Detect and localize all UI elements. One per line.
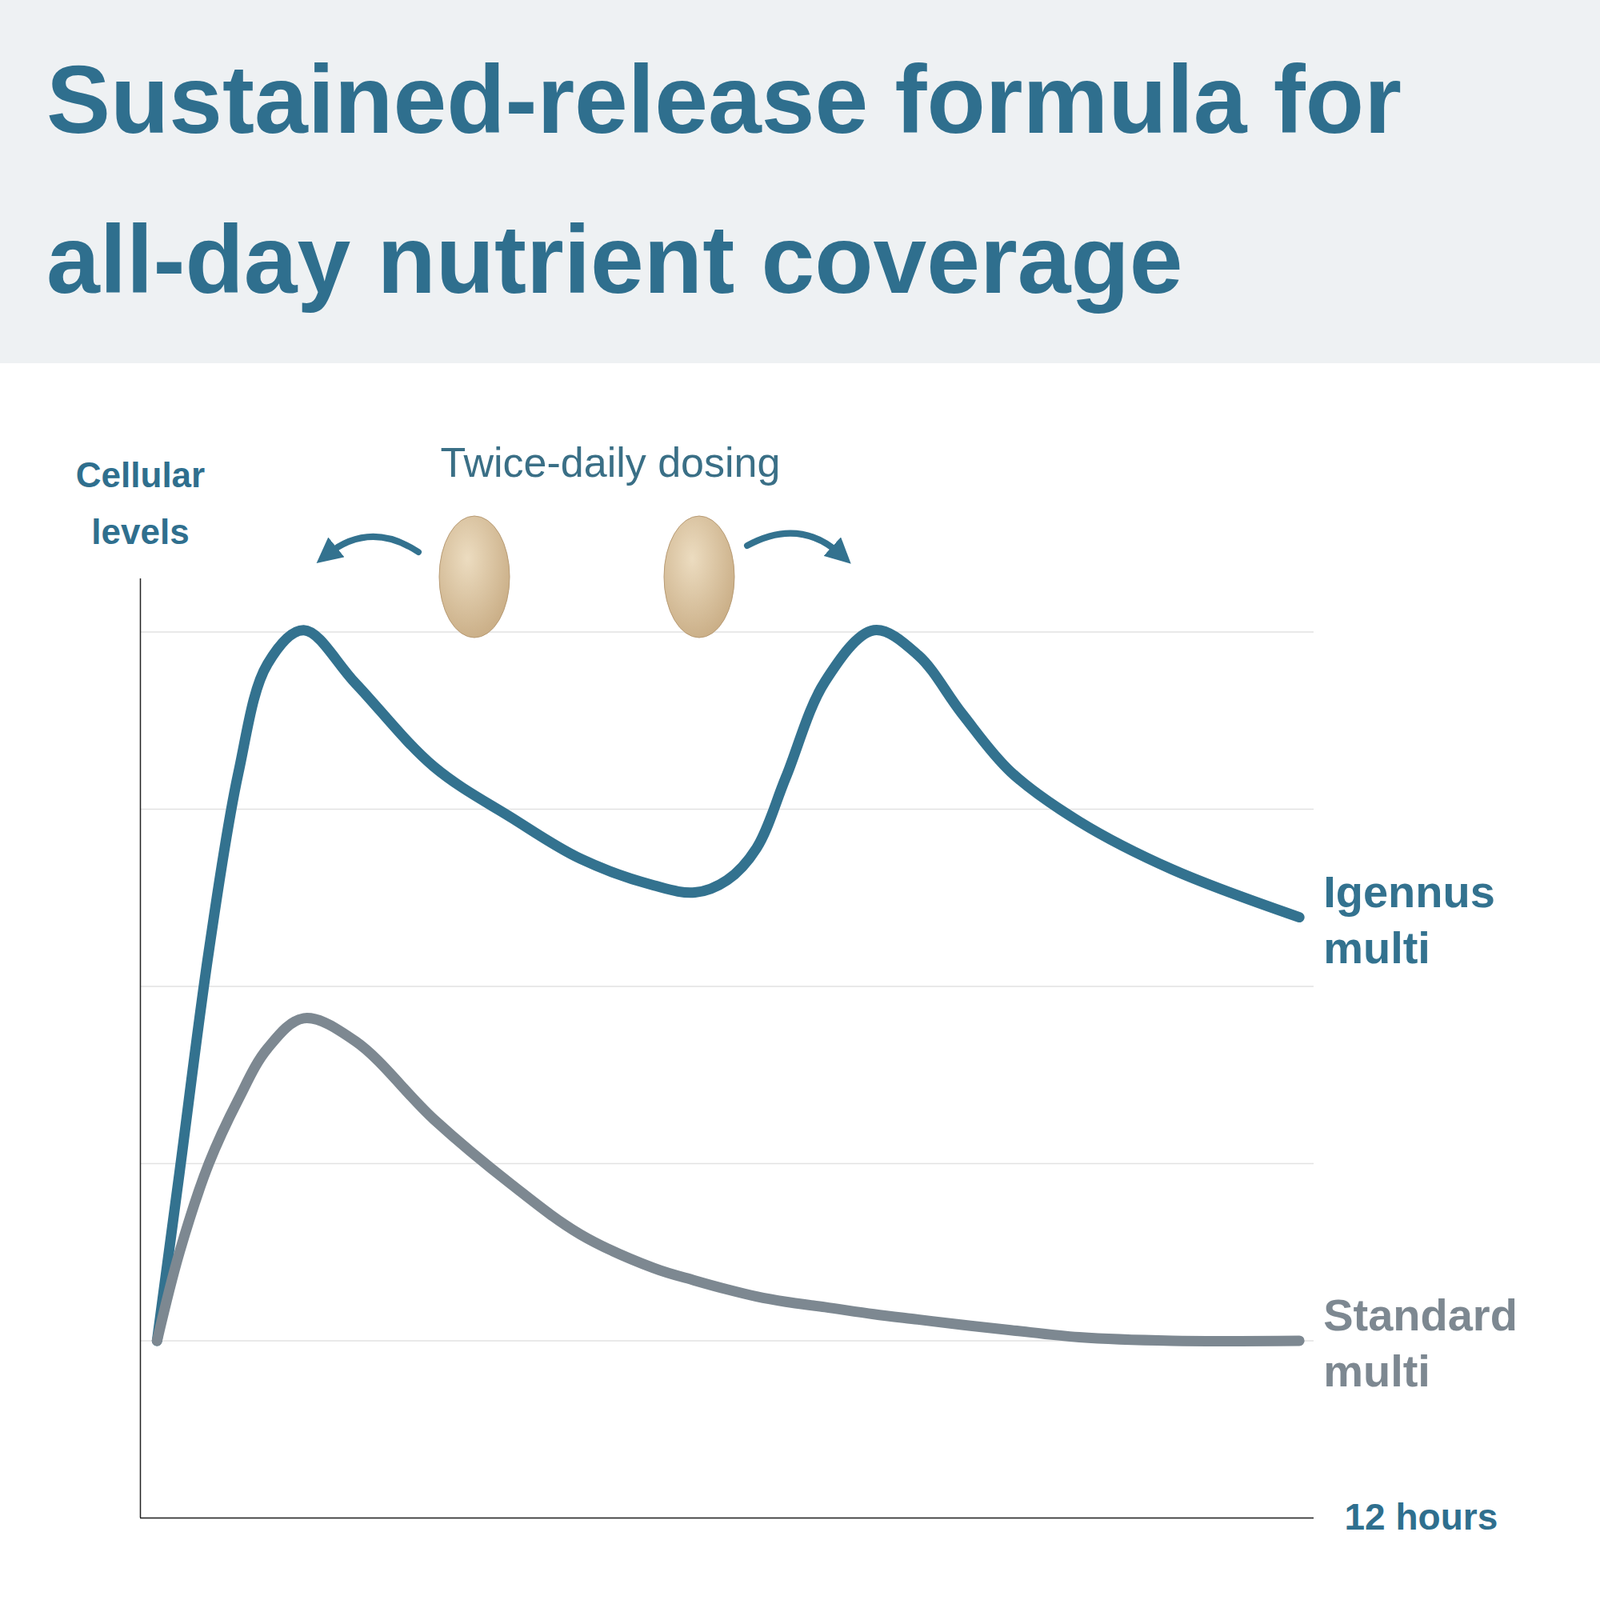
html-text:Sustained-release formula for: Sustained-release formula for all-day nu…: [46, 45, 1402, 313]
svg-text:Igennusmulti: Igennusmulti: [1323, 866, 1496, 973]
svg-text:Twice-daily dosing: Twice-daily dosing: [440, 439, 781, 486]
svg-text:Standardmulti: Standardmulti: [1323, 1289, 1518, 1396]
svg-text:12 hours: 12 hours: [1344, 1496, 1499, 1538]
svg-text:Cellularlevels: Cellularlevels: [76, 455, 205, 551]
